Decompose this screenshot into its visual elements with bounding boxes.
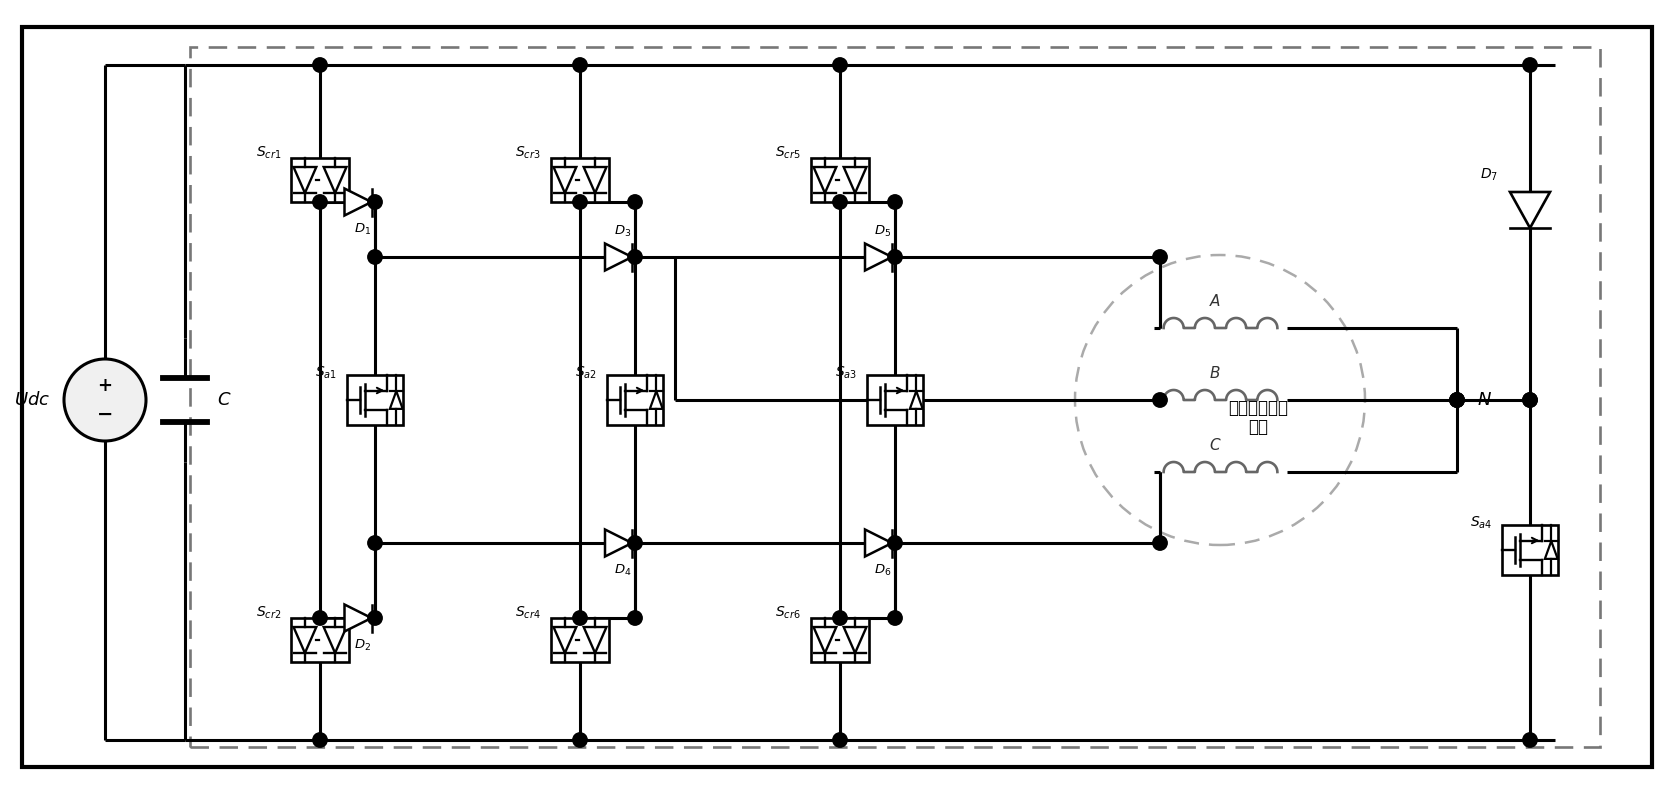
Text: $S_{cr2}$: $S_{cr2}$ <box>256 604 282 621</box>
Polygon shape <box>865 529 892 556</box>
Text: −: − <box>97 406 114 424</box>
Circle shape <box>313 611 327 625</box>
Polygon shape <box>583 627 607 653</box>
Polygon shape <box>843 627 866 653</box>
Circle shape <box>573 195 587 209</box>
Circle shape <box>64 359 146 441</box>
Text: $S_{cr5}$: $S_{cr5}$ <box>776 145 801 161</box>
Circle shape <box>888 611 902 625</box>
Circle shape <box>628 250 642 264</box>
Circle shape <box>1523 393 1537 407</box>
Polygon shape <box>605 529 632 556</box>
Circle shape <box>833 733 846 747</box>
Bar <box>607 375 664 425</box>
Polygon shape <box>583 167 607 193</box>
Text: $A$: $A$ <box>1208 293 1222 309</box>
Circle shape <box>1523 733 1537 747</box>
Text: $S_{a3}$: $S_{a3}$ <box>835 364 856 381</box>
Text: $D_4$: $D_4$ <box>613 562 632 577</box>
Circle shape <box>367 611 382 625</box>
Text: $B$: $B$ <box>1210 365 1220 381</box>
Circle shape <box>573 733 587 747</box>
Circle shape <box>628 536 642 550</box>
Text: $S_{cr3}$: $S_{cr3}$ <box>516 145 541 161</box>
Polygon shape <box>605 243 632 270</box>
Circle shape <box>1523 58 1537 72</box>
Polygon shape <box>323 627 347 653</box>
Text: $S_{cr6}$: $S_{cr6}$ <box>776 604 801 621</box>
Text: $C$: $C$ <box>1208 437 1222 453</box>
Polygon shape <box>345 188 372 215</box>
Circle shape <box>833 58 846 72</box>
Circle shape <box>1523 393 1537 407</box>
Circle shape <box>573 58 587 72</box>
Polygon shape <box>910 391 923 409</box>
Circle shape <box>888 195 902 209</box>
Text: $S_{cr4}$: $S_{cr4}$ <box>515 604 541 621</box>
Text: $D_1$: $D_1$ <box>354 222 370 237</box>
Text: $S_{cr1}$: $S_{cr1}$ <box>256 145 282 161</box>
Text: $D_3$: $D_3$ <box>615 224 632 239</box>
Polygon shape <box>1510 192 1550 228</box>
Text: $D_7$: $D_7$ <box>1480 167 1498 183</box>
Bar <box>292 158 349 202</box>
Polygon shape <box>865 243 892 270</box>
Bar <box>811 158 868 202</box>
Bar <box>347 375 402 425</box>
Text: $Udc$: $Udc$ <box>13 391 50 409</box>
Circle shape <box>1153 250 1166 264</box>
Polygon shape <box>323 167 347 193</box>
Bar <box>551 158 608 202</box>
Polygon shape <box>553 627 577 653</box>
Polygon shape <box>843 167 866 193</box>
Bar <box>1502 525 1559 575</box>
Circle shape <box>313 58 327 72</box>
Circle shape <box>628 611 642 625</box>
Circle shape <box>313 195 327 209</box>
Bar <box>189 47 1601 747</box>
Text: $S_{a2}$: $S_{a2}$ <box>575 364 597 381</box>
Polygon shape <box>345 604 372 631</box>
Text: $D_2$: $D_2$ <box>354 638 370 653</box>
Polygon shape <box>1545 541 1557 559</box>
Polygon shape <box>553 167 577 193</box>
Circle shape <box>888 250 902 264</box>
Polygon shape <box>293 167 317 193</box>
Circle shape <box>573 611 587 625</box>
Circle shape <box>1153 536 1166 550</box>
Circle shape <box>833 195 846 209</box>
Polygon shape <box>813 167 836 193</box>
Text: $C$: $C$ <box>216 391 231 409</box>
Bar <box>866 375 923 425</box>
Text: $S_{a1}$: $S_{a1}$ <box>315 364 337 381</box>
Circle shape <box>888 536 902 550</box>
Circle shape <box>313 733 327 747</box>
Text: 开关磁阻电机
绕组: 开关磁阻电机 绕组 <box>1229 400 1287 436</box>
Circle shape <box>628 195 642 209</box>
Text: $N$: $N$ <box>1477 391 1492 409</box>
Text: +: + <box>97 377 112 395</box>
Circle shape <box>1450 393 1465 407</box>
Circle shape <box>367 195 382 209</box>
Polygon shape <box>650 391 662 409</box>
Circle shape <box>367 250 382 264</box>
Bar <box>811 618 868 662</box>
Circle shape <box>1450 393 1465 407</box>
Text: $D_5$: $D_5$ <box>875 224 892 239</box>
Polygon shape <box>293 627 317 653</box>
Bar <box>292 618 349 662</box>
Polygon shape <box>391 391 402 409</box>
Circle shape <box>367 536 382 550</box>
Text: $D_6$: $D_6$ <box>875 562 892 577</box>
Circle shape <box>1450 393 1465 407</box>
Bar <box>551 618 608 662</box>
Circle shape <box>833 611 846 625</box>
Text: $S_{a4}$: $S_{a4}$ <box>1470 514 1492 531</box>
Circle shape <box>1153 393 1166 407</box>
Polygon shape <box>813 627 836 653</box>
